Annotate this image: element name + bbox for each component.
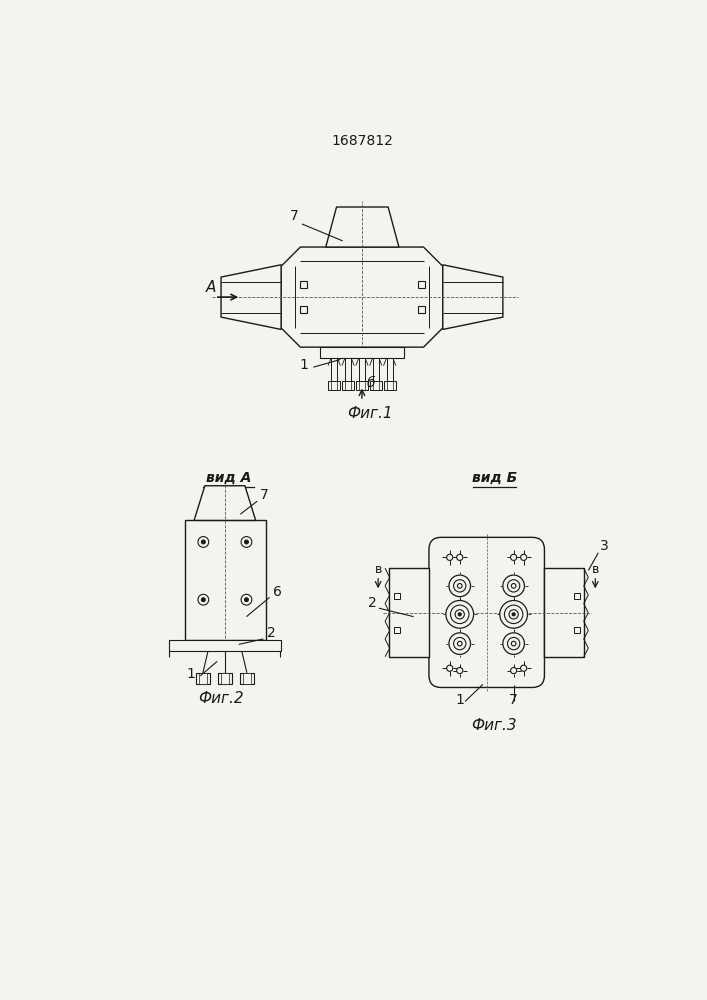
Text: 7: 7 (259, 488, 268, 502)
Text: вид А: вид А (206, 471, 252, 485)
Circle shape (241, 594, 252, 605)
Circle shape (512, 613, 515, 616)
Bar (394, 593, 399, 599)
Text: в: в (375, 563, 382, 576)
Polygon shape (443, 265, 503, 329)
Circle shape (457, 584, 462, 588)
Text: 1: 1 (455, 693, 464, 707)
Circle shape (511, 641, 516, 646)
Bar (240, 673, 254, 684)
Polygon shape (221, 265, 281, 329)
Bar (418, 281, 425, 288)
Bar (300, 306, 307, 313)
Polygon shape (281, 247, 443, 347)
Circle shape (510, 554, 517, 560)
Bar (196, 673, 210, 684)
Bar (221, 673, 229, 684)
Text: 1: 1 (187, 667, 195, 681)
Circle shape (503, 633, 525, 654)
Circle shape (520, 665, 527, 671)
Bar (394, 627, 399, 633)
Circle shape (504, 605, 523, 624)
Bar (370, 381, 382, 390)
Bar (356, 381, 368, 390)
Circle shape (457, 554, 463, 560)
Circle shape (449, 575, 471, 597)
Circle shape (457, 667, 463, 674)
Circle shape (511, 584, 516, 588)
Text: Фиг.3: Фиг.3 (472, 718, 518, 733)
Circle shape (241, 537, 252, 547)
Bar (387, 358, 393, 383)
Circle shape (198, 594, 209, 605)
Text: 7: 7 (290, 209, 298, 223)
Text: 1: 1 (300, 358, 309, 372)
Circle shape (446, 600, 474, 628)
Circle shape (503, 575, 525, 597)
Text: в: в (592, 563, 599, 576)
Text: б: б (366, 376, 375, 390)
Text: Фиг.1: Фиг.1 (347, 406, 392, 421)
Circle shape (449, 633, 471, 654)
Bar (170, 640, 281, 651)
Bar (199, 673, 206, 684)
Bar (383, 381, 396, 390)
Circle shape (520, 554, 527, 560)
Circle shape (458, 613, 461, 616)
Bar (573, 627, 580, 633)
Bar (300, 281, 307, 288)
Bar (373, 358, 379, 383)
Circle shape (508, 580, 520, 592)
Bar (331, 358, 337, 383)
Text: А: А (206, 280, 216, 295)
Bar (320, 347, 404, 358)
Bar (389, 568, 429, 657)
Text: Фиг.2: Фиг.2 (198, 691, 244, 706)
Text: 3: 3 (600, 539, 609, 553)
Text: 1687812: 1687812 (331, 134, 393, 148)
Text: вид Б: вид Б (472, 471, 517, 485)
Bar (243, 673, 251, 684)
Polygon shape (326, 207, 399, 247)
Circle shape (509, 610, 518, 619)
Bar (573, 593, 580, 599)
FancyBboxPatch shape (429, 537, 544, 687)
Circle shape (198, 537, 209, 547)
Text: 7: 7 (509, 693, 518, 707)
Text: 2: 2 (368, 596, 377, 610)
Circle shape (508, 637, 520, 650)
Circle shape (450, 605, 469, 624)
Bar (418, 306, 425, 313)
Circle shape (454, 580, 466, 592)
Circle shape (245, 540, 248, 544)
Polygon shape (194, 486, 256, 520)
Text: 6: 6 (273, 585, 281, 599)
Circle shape (454, 637, 466, 650)
Bar (185, 520, 266, 640)
Bar (342, 381, 354, 390)
Bar (345, 358, 351, 383)
Bar (328, 381, 340, 390)
Circle shape (447, 665, 452, 671)
Circle shape (500, 600, 527, 628)
Circle shape (447, 554, 452, 560)
Circle shape (245, 598, 248, 602)
Circle shape (201, 540, 205, 544)
Bar (359, 358, 365, 383)
Bar (544, 568, 585, 657)
Circle shape (455, 610, 464, 619)
Circle shape (201, 598, 205, 602)
Bar (218, 673, 232, 684)
Text: 2: 2 (267, 626, 276, 640)
Circle shape (457, 641, 462, 646)
Circle shape (510, 667, 517, 674)
